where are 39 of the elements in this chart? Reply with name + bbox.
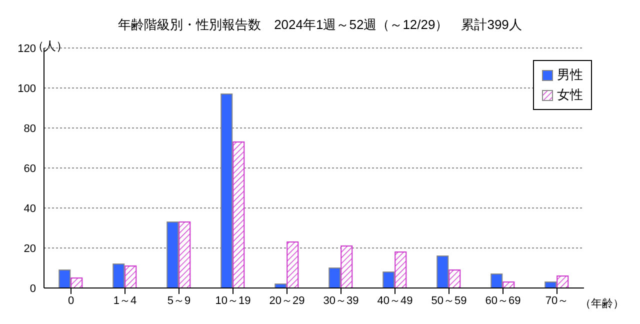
x-tick-label: 40～49: [377, 294, 413, 307]
bar: [112, 264, 125, 288]
bar: [502, 282, 515, 288]
y-tick-label: 0: [30, 282, 36, 295]
x-tick-label: 1～4: [113, 294, 137, 307]
bar: [382, 272, 395, 288]
y-tick-label: 40: [24, 202, 36, 215]
x-axis-title: （年齢）: [580, 297, 624, 311]
y-tick-label: 120: [18, 42, 36, 55]
bar: [394, 252, 407, 288]
bar: [490, 274, 503, 288]
bar: [448, 270, 461, 288]
x-tick-label: 10～19: [215, 294, 251, 307]
bar: [58, 270, 71, 288]
bar: [232, 142, 245, 288]
bar: [436, 256, 449, 288]
x-tick-label: 60～69: [485, 294, 521, 307]
x-tick-label: 5～9: [167, 294, 191, 307]
bar: [556, 276, 569, 288]
legend-label: 男性: [557, 66, 583, 84]
x-tick-label: 0: [68, 294, 74, 307]
bar: [286, 242, 299, 288]
x-tick-label: 50～59: [431, 294, 467, 307]
y-tick-label: 60: [24, 162, 36, 175]
y-tick-label: 100: [18, 82, 36, 95]
bar: [544, 282, 557, 288]
bar: [274, 284, 287, 288]
y-tick-label: 20: [24, 242, 36, 255]
x-tick-label: 20～29: [269, 294, 305, 307]
bar: [178, 222, 191, 288]
bar: [124, 266, 137, 288]
bar: [70, 278, 83, 288]
x-tick-label: 30～39: [323, 294, 359, 307]
bar: [340, 246, 353, 288]
x-tick-label: 70～: [545, 294, 569, 307]
y-tick-label: 80: [24, 122, 36, 135]
legend-label: 女性: [557, 86, 583, 104]
chart-title: 年齢階級別・性別報告数 2024年1週～52週（～12/29） 累計399人: [117, 16, 523, 34]
bar: [328, 268, 341, 288]
